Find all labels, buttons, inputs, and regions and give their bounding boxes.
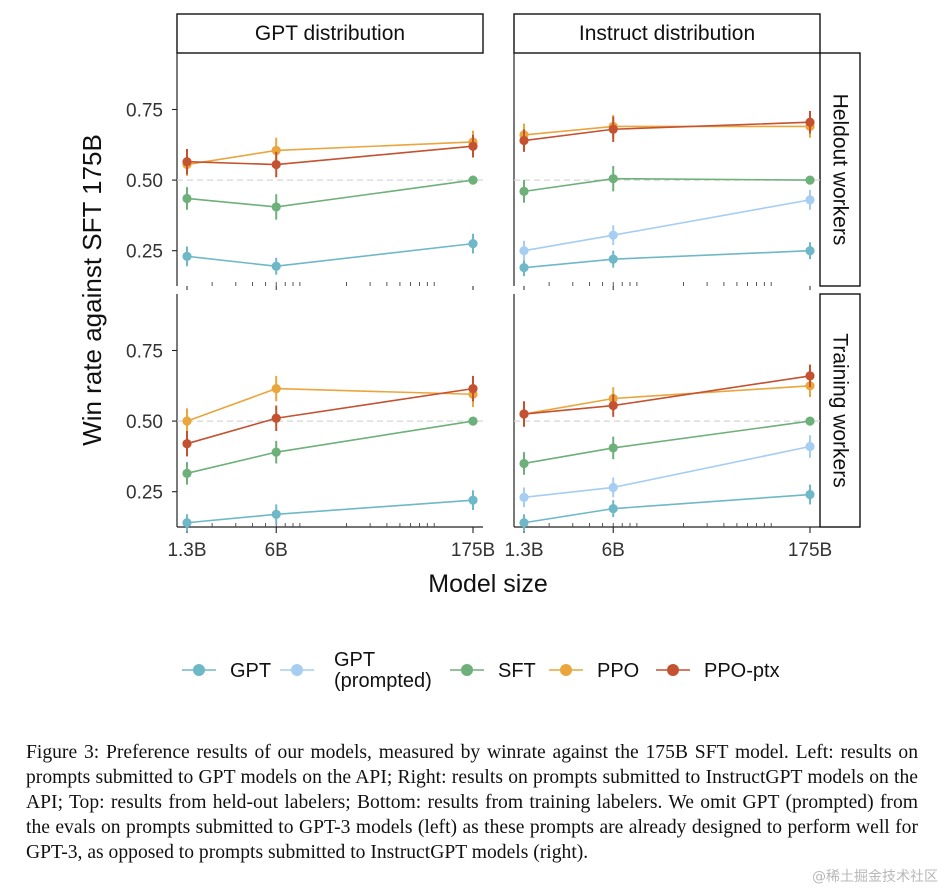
x-tick-label: 175B	[788, 540, 832, 561]
data-point	[608, 174, 618, 184]
series-line	[186, 145, 474, 166]
legend-label: SFT	[498, 660, 536, 682]
y-tick-label: 0.75	[126, 341, 163, 362]
series-line	[523, 420, 811, 465]
chart-panel	[177, 130, 483, 275]
legend-label: GPT	[334, 649, 375, 671]
series-line	[186, 242, 474, 268]
data-point	[271, 145, 281, 156]
column-header-label: GPT distribution	[255, 22, 405, 45]
legend-marker	[461, 664, 473, 676]
column-header-label: Instruct distribution	[579, 22, 755, 45]
data-point	[608, 443, 618, 453]
legend-marker	[667, 664, 679, 676]
data-point	[182, 468, 192, 478]
data-point	[519, 458, 529, 469]
figure-caption: Figure 3: Preference results of our mode…	[26, 742, 918, 863]
data-point	[182, 518, 192, 528]
y-axis-title: Win rate against SFT 175B	[77, 134, 107, 446]
data-point	[271, 509, 281, 519]
series-line	[186, 387, 474, 422]
legend-label: GPT	[230, 660, 271, 682]
series-line	[523, 249, 811, 269]
y-tick-label: 0.75	[126, 100, 163, 121]
x-axis-title: Model size	[428, 570, 548, 598]
legend-label: (prompted)	[334, 670, 432, 692]
data-point	[271, 384, 281, 394]
data-point	[182, 416, 192, 426]
column-header-box	[513, 13, 821, 54]
data-point	[608, 400, 618, 411]
data-point	[519, 246, 529, 256]
chart-panel	[514, 364, 820, 532]
legend-label: PPO	[597, 660, 639, 682]
data-point	[805, 175, 815, 185]
data-point	[468, 416, 478, 426]
data-point	[805, 416, 815, 426]
data-point	[519, 492, 529, 502]
data-point	[608, 254, 618, 264]
legend-marker	[193, 664, 205, 676]
data-point	[519, 135, 529, 146]
y-tick-label: 0.50	[126, 412, 163, 433]
data-point	[805, 195, 815, 205]
data-point	[805, 117, 815, 127]
row-header-label: Training workers	[829, 333, 852, 487]
series-line	[523, 445, 811, 499]
legend-marker	[560, 664, 572, 676]
y-tick-label: 0.25	[126, 483, 163, 504]
row-header-box	[819, 52, 861, 287]
data-point	[182, 157, 192, 167]
series-line	[186, 179, 474, 208]
data-point	[805, 489, 815, 500]
series-line	[186, 499, 474, 524]
data-point	[182, 251, 192, 261]
series-line	[523, 493, 811, 524]
data-point	[271, 413, 281, 423]
series-line	[523, 199, 811, 252]
legend-label: PPO-ptx	[704, 660, 780, 682]
chart-panel	[514, 110, 820, 277]
data-point	[468, 384, 478, 394]
faceted-line-chart: GPT distribution Instruct distribution Hel…	[77, 13, 861, 692]
data-point	[519, 186, 529, 196]
series-line	[186, 387, 474, 445]
x-tick-label: 6B	[265, 540, 288, 561]
data-point	[182, 193, 192, 204]
data-point	[468, 175, 478, 185]
data-point	[608, 504, 618, 514]
data-point	[182, 439, 192, 449]
watermark: @稀土掘金技术社区	[812, 869, 938, 885]
data-point	[519, 263, 529, 273]
data-point	[805, 371, 815, 381]
row-header-box	[819, 293, 861, 528]
data-point	[608, 230, 618, 240]
data-point	[519, 409, 529, 419]
data-point	[805, 246, 815, 256]
data-point	[271, 447, 281, 457]
data-point	[608, 482, 618, 493]
data-point	[608, 124, 618, 134]
x-tick-label: 175B	[451, 540, 495, 561]
x-tick-label: 6B	[602, 540, 625, 561]
data-point	[271, 159, 281, 170]
y-tick-label: 0.50	[126, 171, 163, 192]
data-point	[271, 202, 281, 212]
series-line	[186, 141, 474, 166]
x-tick-label: 1.3B	[167, 540, 206, 561]
row-header-label: Heldout workers	[829, 94, 852, 246]
data-point	[468, 141, 478, 151]
x-tick-label: 1.3B	[504, 540, 543, 561]
data-point	[805, 441, 815, 452]
y-tick-label: 0.25	[126, 242, 163, 263]
data-point	[468, 239, 478, 249]
series-line	[186, 420, 474, 475]
chart-panel	[177, 375, 483, 532]
column-header-box	[176, 13, 484, 54]
legend-marker	[291, 664, 303, 676]
data-point	[468, 495, 478, 505]
data-point	[271, 261, 281, 271]
data-point	[519, 518, 529, 528]
